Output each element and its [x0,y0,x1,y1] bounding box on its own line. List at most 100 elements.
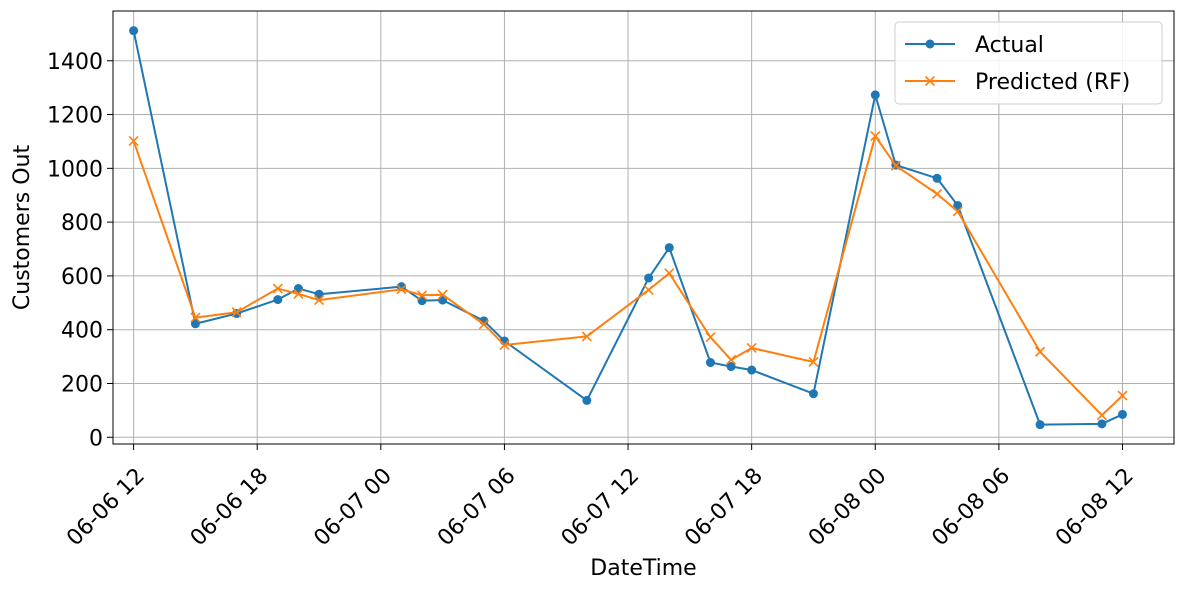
legend-label: Predicted (RF) [975,70,1130,95]
data-point-predicted-rf [643,284,654,295]
data-point-predicted-rf [293,288,304,299]
data-point-actual [747,365,757,375]
data-point-predicted-rf [1096,410,1107,421]
x-marker-stroke [313,295,325,306]
x-marker-stroke [952,206,963,217]
y-tick-label: 400 [61,319,103,344]
data-point-predicted-rf [746,342,757,354]
x-marker-stroke [664,268,675,279]
data-point-predicted-rf [952,206,963,217]
legend-swatch-marker [924,75,936,87]
x-marker-stroke [725,354,737,365]
data-point-actual [705,358,715,368]
y-tick-label: 1200 [47,104,103,129]
x-marker-stroke [705,332,716,343]
x-marker-stroke [437,289,448,300]
data-point-predicted-rf [313,295,325,306]
data-point-predicted-rf [808,356,819,368]
y-tick-label: 1000 [47,157,103,182]
x-marker-stroke [1117,390,1128,401]
x-marker-stroke [1096,410,1107,421]
y-axis-label: Customers Out [10,145,35,311]
plot-frame [112,10,1175,445]
x-marker-stroke [190,312,201,323]
legend-swatch-marker [925,39,935,49]
legend-label: Actual [975,33,1044,58]
data-point-predicted-rf [664,268,675,279]
x-tick-label: 06-07 18 [680,464,768,552]
data-point-actual [1035,420,1045,430]
x-marker-stroke [643,284,654,295]
data-point-actual [129,26,139,36]
data-point-predicted-rf [870,130,881,142]
x-tick-label: 06-07 00 [309,464,397,552]
x-axis-label: DateTime [590,556,696,581]
x-marker-stroke [499,339,510,351]
x-marker-stroke [231,307,242,318]
data-point-actual [273,295,283,305]
x-marker-stroke [870,130,881,142]
x-marker-stroke [746,342,757,354]
data-point-actual [953,200,963,210]
x-tick-label: 06-07 06 [433,464,521,552]
data-point-actual [870,90,880,100]
data-point-actual [1117,409,1127,419]
data-point-predicted-rf [725,354,737,365]
x-marker-stroke [128,135,139,146]
data-point-predicted-rf [1035,346,1046,357]
data-point-predicted-rf [437,289,448,300]
data-point-actual [314,289,324,299]
y-tick-label: 200 [61,372,103,397]
x-tick-label: 06-08 00 [804,464,892,552]
data-point-actual [808,389,818,399]
data-point-predicted-rf [128,135,139,146]
x-marker-stroke [416,290,428,301]
data-point-predicted-rf [396,284,407,295]
data-point-predicted-rf [416,290,428,301]
data-point-actual [726,362,736,372]
x-marker-stroke [1035,346,1046,357]
x-marker-stroke [581,331,592,342]
x-marker-stroke [272,283,283,294]
y-axis-ticks: 0 200 400 600 800 1000 1200 1400 [47,50,113,451]
x-tick-label: 06-08 06 [928,464,1016,552]
y-tick-label: 0 [89,426,103,451]
data-point-actual [664,243,674,253]
x-marker-stroke [396,284,407,295]
x-marker-stroke [478,319,489,330]
data-point-predicted-rf [581,331,592,342]
series-layer [128,26,1128,430]
x-tick-label: 06-06 18 [186,464,274,552]
data-point-predicted-rf [231,307,242,318]
y-tick-label: 1400 [47,50,103,75]
grid [113,11,1174,444]
data-point-predicted-rf [932,188,943,199]
data-point-actual [1097,419,1107,429]
data-point-predicted-rf [1117,390,1128,401]
x-marker-stroke [932,188,943,199]
data-point-predicted-rf [478,319,489,330]
data-point-predicted-rf [499,339,510,351]
x-marker-stroke [924,75,936,87]
x-marker-stroke [890,160,901,171]
legend: Actual Predicted (RF) [894,21,1163,105]
data-point-predicted-rf [272,283,283,294]
x-axis-ticks: 06-06 12 06-06 18 06-07 00 06-07 06 06-07 12… [62,444,1139,551]
data-point-predicted-rf [890,160,901,171]
legend-box [894,21,1163,105]
data-point-actual [932,173,942,183]
x-tick-label: 06-07 12 [557,464,645,552]
legend-entry: Predicted (RF) [905,70,1130,95]
x-tick-label: 06-06 12 [62,464,150,552]
data-point-predicted-rf [190,312,201,323]
data-point-actual [190,319,200,329]
data-point-actual [582,395,592,405]
x-marker-stroke [808,356,819,368]
data-point-actual [644,273,654,283]
x-tick-label: 06-08 12 [1051,464,1139,552]
x-marker-stroke [293,288,304,299]
y-tick-label: 600 [61,265,103,290]
data-point-predicted-rf [705,332,716,343]
series-predicted-rf [128,130,1128,421]
